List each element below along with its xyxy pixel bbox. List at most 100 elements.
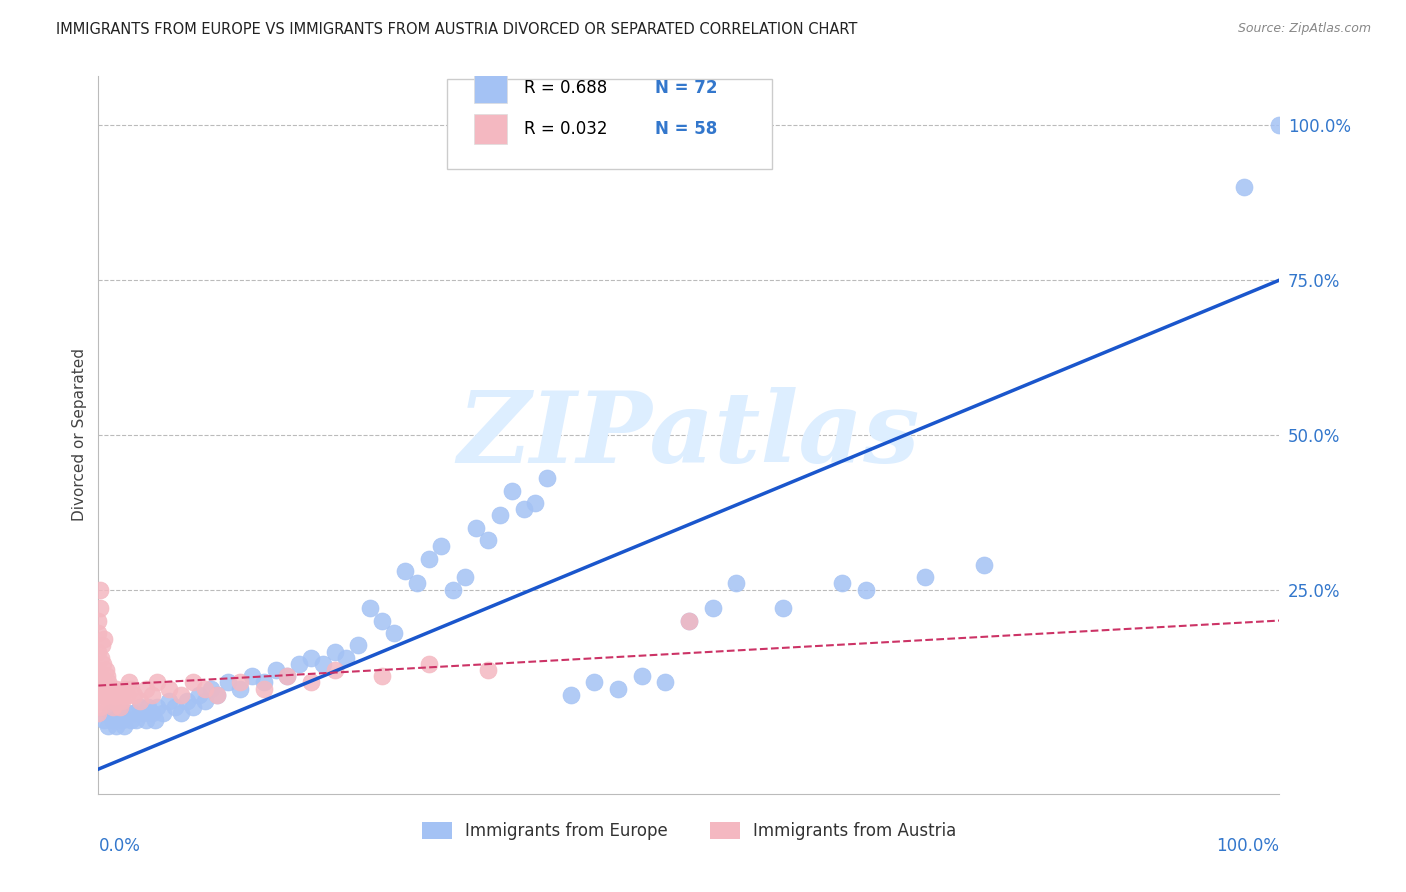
Point <box>654 675 676 690</box>
Point <box>96 669 118 683</box>
Point <box>128 700 150 714</box>
Point <box>394 564 416 578</box>
Point <box>524 496 547 510</box>
Point <box>276 669 298 683</box>
Point <box>87 663 110 677</box>
Point <box>176 694 198 708</box>
Point <box>146 675 169 690</box>
Point <box>111 694 134 708</box>
Point <box>312 657 335 671</box>
Point <box>103 688 125 702</box>
Point <box>536 471 558 485</box>
Point <box>181 700 204 714</box>
Point <box>477 533 499 547</box>
Point <box>152 706 174 721</box>
Point <box>98 688 121 702</box>
Text: 100.0%: 100.0% <box>1216 837 1279 855</box>
Point <box>288 657 311 671</box>
Point <box>157 694 180 708</box>
Point <box>229 681 252 696</box>
Point <box>87 675 110 690</box>
Point <box>772 601 794 615</box>
Point <box>91 688 114 702</box>
Point <box>382 626 405 640</box>
Point <box>678 614 700 628</box>
Point <box>630 669 652 683</box>
Point <box>121 713 143 727</box>
Text: N = 72: N = 72 <box>655 79 717 97</box>
Point <box>136 700 159 714</box>
Point <box>418 551 440 566</box>
FancyBboxPatch shape <box>474 114 508 144</box>
Point <box>194 694 217 708</box>
Point <box>253 681 276 696</box>
Point <box>122 706 145 721</box>
Point <box>135 713 157 727</box>
Point <box>91 638 114 652</box>
Point <box>89 601 111 615</box>
Point <box>702 601 724 615</box>
Point <box>89 582 111 597</box>
Point <box>323 644 346 658</box>
Point <box>104 694 127 708</box>
Point <box>170 688 193 702</box>
Point <box>132 706 155 721</box>
Point <box>105 681 128 696</box>
Text: 0.0%: 0.0% <box>98 837 141 855</box>
Point <box>181 675 204 690</box>
Point <box>299 650 322 665</box>
Text: IMMIGRANTS FROM EUROPE VS IMMIGRANTS FROM AUSTRIA DIVORCED OR SEPARATED CORRELAT: IMMIGRANTS FROM EUROPE VS IMMIGRANTS FRO… <box>56 22 858 37</box>
Point <box>101 700 124 714</box>
Point <box>100 694 122 708</box>
Point <box>477 663 499 677</box>
Point <box>430 539 453 553</box>
Point <box>90 681 112 696</box>
Point <box>914 570 936 584</box>
Point <box>276 669 298 683</box>
Point <box>91 657 114 671</box>
Point <box>489 508 512 523</box>
Point <box>121 681 143 696</box>
Point <box>187 688 209 702</box>
Point <box>93 713 115 727</box>
Point <box>253 675 276 690</box>
Point <box>93 675 115 690</box>
Point <box>512 502 534 516</box>
Point <box>141 706 163 721</box>
Point <box>91 694 114 708</box>
Point <box>105 688 128 702</box>
Point <box>111 713 134 727</box>
Point <box>87 706 110 721</box>
Point <box>465 521 488 535</box>
Point <box>97 675 120 690</box>
Point <box>299 675 322 690</box>
Point <box>264 663 287 677</box>
Point <box>93 632 115 647</box>
Point <box>117 706 139 721</box>
Point <box>108 706 131 721</box>
Point <box>165 700 187 714</box>
Legend: Immigrants from Europe, Immigrants from Austria: Immigrants from Europe, Immigrants from … <box>415 815 963 847</box>
Point <box>855 582 877 597</box>
Text: N = 58: N = 58 <box>655 120 717 138</box>
Point <box>108 700 131 714</box>
Point <box>112 681 135 696</box>
Point <box>97 719 120 733</box>
Point <box>194 681 217 696</box>
Point <box>128 694 150 708</box>
Point <box>1233 180 1256 194</box>
Point <box>135 681 157 696</box>
Point <box>141 688 163 702</box>
Text: R = 0.032: R = 0.032 <box>523 120 607 138</box>
Point <box>90 669 112 683</box>
Point <box>98 681 121 696</box>
Point <box>501 483 523 498</box>
Text: ZIPatlas: ZIPatlas <box>458 386 920 483</box>
FancyBboxPatch shape <box>447 79 772 169</box>
Point <box>441 582 464 597</box>
Point <box>89 700 111 714</box>
Point <box>87 644 110 658</box>
Point <box>94 663 117 677</box>
Point <box>105 719 128 733</box>
Text: R = 0.688: R = 0.688 <box>523 79 607 97</box>
